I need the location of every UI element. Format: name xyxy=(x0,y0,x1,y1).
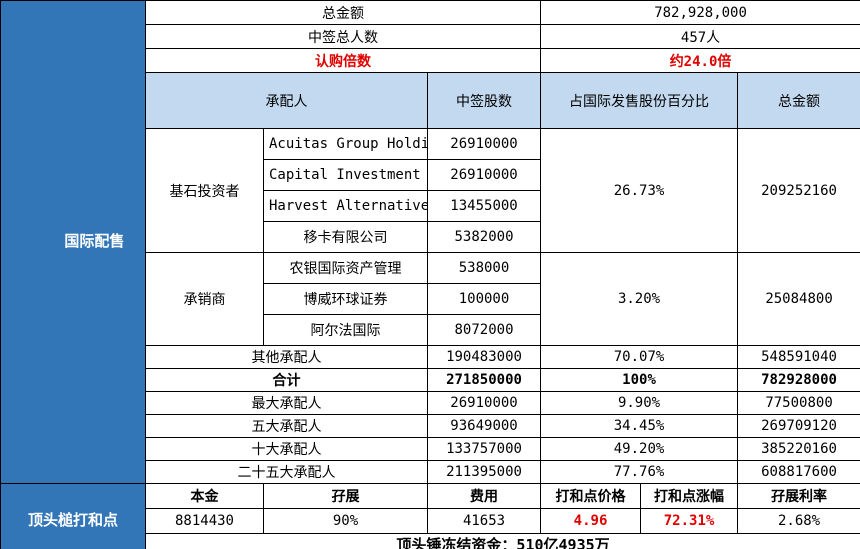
row-others-percent: 70.07% xyxy=(540,345,739,369)
row-total-amount: 782928000 xyxy=(737,368,860,392)
row-total-shares: 271850000 xyxy=(426,368,542,392)
total-amount-value: 782,928,000 xyxy=(540,0,860,25)
allottee-shares: 26910000 xyxy=(426,159,542,191)
allottee-name: Capital Investment L xyxy=(263,159,428,191)
allottee-shares: 5382000 xyxy=(426,221,542,253)
row-top1-amount: 77500800 xyxy=(737,391,860,415)
breakeven-value-rate: 2.68% xyxy=(737,508,860,534)
group-cornerstone-label: 基石投资者 xyxy=(145,128,264,253)
header-shares: 中签股数 xyxy=(426,72,542,129)
allottee-name: 阿尔法国际 xyxy=(263,314,428,346)
breakeven-header-rate: 孖展利率 xyxy=(737,483,860,509)
row-top1-label: 最大承配人 xyxy=(145,391,428,415)
sidebar-breakeven-label: 顶头槌打和点 xyxy=(0,483,146,549)
frozen-funds-text: 顶头锤冻结资金：510亿4935万 xyxy=(144,533,860,549)
allottee-shares: 538000 xyxy=(426,252,542,284)
breakeven-value-margin: 90% xyxy=(263,508,428,534)
allottee-shares: 13455000 xyxy=(426,190,542,222)
row-top25-shares: 211395000 xyxy=(426,460,542,484)
row-top10-shares: 133757000 xyxy=(426,437,542,461)
group-underwriter-amount: 25084800 xyxy=(737,252,860,346)
row-top25-percent: 77.76% xyxy=(540,460,739,484)
group-underwriter-label: 承销商 xyxy=(145,252,264,346)
row-top1-percent: 9.90% xyxy=(540,391,739,415)
row-others-shares: 190483000 xyxy=(426,345,542,369)
sidebar-international-placement: 国际配售 xyxy=(0,0,146,484)
subscription-multiple-value: 约24.0倍 xyxy=(540,48,860,73)
allottee-name: 移卡有限公司 xyxy=(263,221,428,253)
total-winners-value: 457人 xyxy=(540,24,860,49)
row-top5-shares: 93649000 xyxy=(426,414,542,438)
row-top5-label: 五大承配人 xyxy=(145,414,428,438)
row-top5-percent: 34.45% xyxy=(540,414,739,438)
header-amount: 总金额 xyxy=(737,72,860,129)
row-top10-amount: 385220160 xyxy=(737,437,860,461)
allottee-name: 农银国际资产管理 xyxy=(263,252,428,284)
row-top10-label: 十大承配人 xyxy=(145,437,428,461)
row-top25-label: 二十五大承配人 xyxy=(145,460,428,484)
allottee-name: 博威环球证券 xyxy=(263,283,428,315)
row-top25-amount: 608817600 xyxy=(737,460,860,484)
allottee-name: Acuitas Group Holdin xyxy=(263,128,428,160)
header-allottee: 承配人 xyxy=(145,72,428,129)
row-top1-shares: 26910000 xyxy=(426,391,542,415)
allottee-shares: 26910000 xyxy=(426,128,542,160)
row-top5-amount: 269709120 xyxy=(737,414,860,438)
breakeven-value-principal: 8814430 xyxy=(145,508,264,534)
total-amount-label: 总金额 xyxy=(144,0,542,25)
allottee-shares: 100000 xyxy=(426,283,542,315)
subscription-multiple-label: 认购倍数 xyxy=(144,48,542,73)
row-total-percent: 100% xyxy=(540,368,739,392)
breakeven-header-change: 打和点涨幅 xyxy=(640,483,739,509)
breakeven-value-price: 4.96 xyxy=(540,508,642,534)
allottee-name: Harvest Alternative xyxy=(263,190,428,222)
row-others-amount: 548591040 xyxy=(737,345,860,369)
group-underwriter-percent: 3.20% xyxy=(540,252,739,346)
group-cornerstone-percent: 26.73% xyxy=(540,128,739,253)
sidebar-international-placement-label: 国际配售 xyxy=(64,232,125,251)
breakeven-header-price: 打和点价格 xyxy=(540,483,642,509)
breakeven-header-principal: 本金 xyxy=(145,483,264,509)
total-winners-label: 中签总人数 xyxy=(144,24,542,49)
group-cornerstone-amount: 209252160 xyxy=(737,128,860,253)
breakeven-header-fee: 费用 xyxy=(426,483,542,509)
row-top10-percent: 49.20% xyxy=(540,437,739,461)
breakeven-value-fee: 41653 xyxy=(426,508,542,534)
allottee-shares: 8072000 xyxy=(426,314,542,346)
breakeven-value-change: 72.31% xyxy=(640,508,739,534)
breakeven-header-margin: 孖展 xyxy=(263,483,428,509)
row-total-label: 合计 xyxy=(145,368,428,392)
row-others-label: 其他承配人 xyxy=(145,345,428,369)
header-percent: 占国际发售股份百分比 xyxy=(540,72,739,129)
